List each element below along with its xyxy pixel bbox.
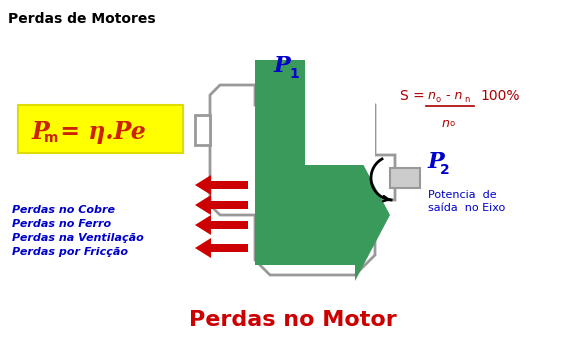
Polygon shape <box>195 115 210 145</box>
Polygon shape <box>195 175 211 195</box>
Text: P: P <box>428 151 445 173</box>
Text: Potencia  de
saída  no Eixo: Potencia de saída no Eixo <box>428 190 505 213</box>
Text: 100%: 100% <box>480 89 520 103</box>
Text: 2: 2 <box>440 163 449 177</box>
Text: Perdas por Fricção: Perdas por Fricção <box>12 247 128 257</box>
Polygon shape <box>195 195 211 215</box>
Bar <box>211 201 253 209</box>
FancyBboxPatch shape <box>18 105 183 153</box>
Bar <box>211 201 248 209</box>
Text: o: o <box>436 95 441 104</box>
Text: Perdas no Cobre: Perdas no Cobre <box>12 205 115 215</box>
Text: P: P <box>32 120 50 144</box>
Text: Perdas na Ventilação: Perdas na Ventilação <box>12 233 144 243</box>
Bar <box>211 181 248 189</box>
Text: Perdas no Motor: Perdas no Motor <box>189 310 397 330</box>
Text: n: n <box>428 89 436 102</box>
Text: 1: 1 <box>289 67 299 81</box>
Polygon shape <box>195 215 211 235</box>
Bar <box>211 244 248 252</box>
Polygon shape <box>195 238 211 258</box>
Polygon shape <box>355 149 390 281</box>
Bar <box>211 244 253 252</box>
Text: m: m <box>44 131 59 145</box>
Bar <box>255 165 355 265</box>
Text: n: n <box>442 117 450 130</box>
Text: - n: - n <box>442 89 462 102</box>
Text: = η.Pe: = η.Pe <box>52 120 146 144</box>
Bar <box>211 181 253 189</box>
Bar <box>255 60 305 215</box>
Text: P: P <box>274 55 291 77</box>
Text: n: n <box>464 95 469 104</box>
Bar <box>211 221 253 229</box>
Text: o: o <box>450 119 455 128</box>
Bar <box>305 60 375 165</box>
Bar <box>211 221 248 229</box>
Text: Perdas de Motores: Perdas de Motores <box>8 12 156 26</box>
Polygon shape <box>210 85 395 275</box>
Text: S =: S = <box>400 89 429 103</box>
Bar <box>390 168 420 188</box>
Text: Perdas no Ferro: Perdas no Ferro <box>12 219 111 229</box>
